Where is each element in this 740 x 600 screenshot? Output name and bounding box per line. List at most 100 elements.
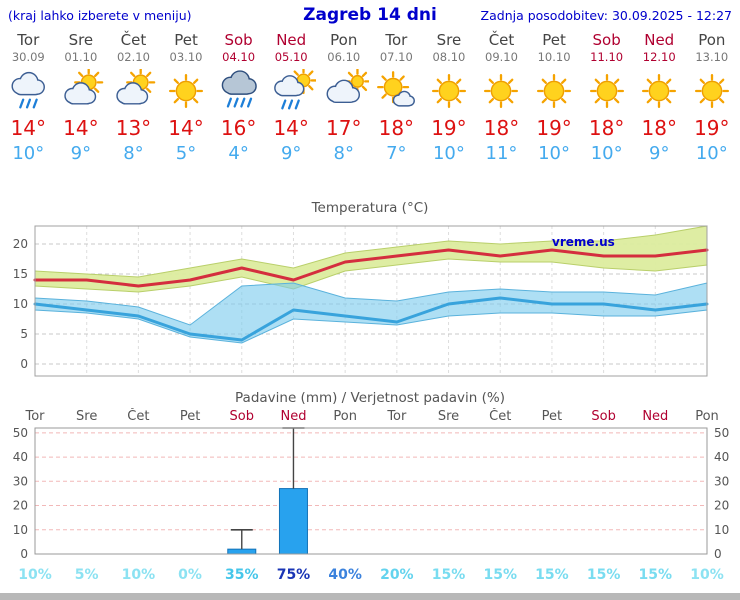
cloud-shape (16, 84, 41, 94)
precip-probability: 15% (639, 567, 673, 583)
precip-probability: 10% (122, 567, 156, 583)
day-name: Pet (542, 31, 566, 49)
page-title: Zagreb 14 dni (303, 5, 437, 25)
y-tick-label-left: 10 (13, 523, 28, 537)
menu-hint: (kraj lahko izberete v meniju) (8, 8, 192, 23)
sun-ray (666, 78, 672, 84)
precip-probability: 15% (432, 567, 466, 583)
min-temperature: 4° (228, 143, 249, 164)
day-column: Čet 02.10 13° 8° (107, 31, 160, 164)
plot-border (34, 427, 708, 555)
precip-probability: 75% (277, 567, 311, 583)
sun-ray (561, 78, 567, 84)
day-column: Sob 11.10 18° 10° (580, 31, 633, 164)
tmin-line (33, 296, 709, 342)
rain-drop (26, 98, 32, 109)
plot-border (34, 225, 708, 377)
precip-day-label: Ned (280, 409, 306, 424)
rain-drop (246, 97, 252, 108)
min-temperature: 10° (695, 143, 728, 164)
sun-ray (646, 78, 653, 84)
sun-ray (381, 75, 388, 81)
sunny-icon (694, 73, 729, 109)
y-tick-label: 10 (13, 297, 28, 311)
sun-ray (699, 78, 705, 84)
sun-rain-icon (274, 69, 317, 110)
min-temperature: 10° (432, 143, 465, 164)
precip-day-label: Sre (438, 409, 459, 424)
min-temperature: 8° (123, 143, 144, 164)
sun-ray (436, 98, 442, 104)
sun-ray (699, 98, 705, 104)
day-date: 03.10 (169, 50, 203, 64)
precip-probability: 15% (587, 567, 621, 583)
day-column: Ned 12.10 18° 9° (633, 31, 686, 164)
day-date: 09.10 (485, 50, 518, 64)
weather-icon (55, 67, 108, 115)
watermark: vreme.us (552, 235, 615, 249)
max-temperature: 19° (536, 116, 572, 140)
max-temperature: 13° (115, 116, 152, 140)
cloudy-icon (326, 69, 369, 104)
min-temperature: 5° (175, 143, 197, 164)
horizontal-scrollbar[interactable] (0, 593, 740, 600)
precip-day-label: Pet (542, 409, 562, 424)
sun-ray (508, 78, 514, 84)
sun-ray (613, 98, 620, 104)
max-temperature: 14° (168, 116, 204, 140)
sun-ray (541, 78, 548, 84)
rain-drop (226, 97, 232, 108)
min-temperature: 10° (590, 143, 623, 164)
precip-probability: 5% (75, 567, 99, 583)
day-column: Pet 03.10 14° 5° (160, 31, 213, 164)
min-temperature: 9° (649, 143, 670, 164)
weather-icon (580, 67, 633, 115)
day-name: Sob (592, 31, 621, 49)
sun-ray (293, 70, 300, 76)
forecast-days-row: Tor 30.09 14° 10° Sre 01.10 14° 9° Čet 02.10 13° 8°… (0, 25, 740, 164)
weather-icon (423, 67, 476, 115)
sunny-icon (168, 73, 204, 109)
weather-icon (2, 67, 55, 115)
day-column: Ned 05.10 14° 9° (265, 31, 318, 164)
header: (kraj lahko izberete v meniju) Zagreb 14… (0, 0, 740, 25)
partly-cloudy-icon (116, 69, 156, 105)
sun-ray (436, 78, 442, 84)
sun-ray (666, 98, 672, 104)
day-date: 05.10 (274, 50, 308, 64)
precip-probability: 0% (178, 567, 202, 583)
sun-core (596, 80, 617, 102)
y-tick-label-left: 40 (13, 450, 28, 464)
y-tick-label-right: 40 (714, 450, 729, 464)
precip-day-label: Tor (386, 409, 407, 424)
sun-ray (93, 87, 100, 94)
rain-drop (233, 97, 239, 108)
sun-core (491, 80, 512, 102)
day-date: 04.10 (222, 50, 256, 64)
day-date: 10.10 (537, 50, 571, 64)
sun-ray (93, 71, 100, 78)
cloud-shape (121, 93, 144, 104)
rain-drop (239, 97, 246, 108)
y-tick-label-right: 10 (714, 523, 729, 537)
weather-icon (160, 67, 213, 115)
cloud-shape (226, 83, 252, 94)
min-temperature: 8° (333, 143, 354, 164)
precip-chart-title: Padavine (mm) / Verjetnost padavin (%) (235, 390, 505, 406)
precip-probability: 15% (483, 567, 517, 583)
day-name: Ned (644, 31, 675, 49)
day-name: Čet (120, 31, 147, 49)
day-column: Sre 01.10 14° 9° (55, 31, 108, 164)
tmax-line (33, 248, 709, 288)
max-temperature: 18° (483, 116, 520, 140)
min-temperature: 10° (538, 143, 571, 164)
sun-ray (508, 98, 514, 104)
temp-chart-title: Temperatura (°C) (311, 200, 429, 216)
day-date: 12.10 (642, 50, 676, 64)
rain-drop (288, 99, 294, 110)
precip-probability: 20% (380, 567, 414, 583)
max-temperature: 19° (694, 116, 730, 140)
sun-core (438, 80, 460, 102)
weather-icon (633, 67, 686, 115)
sun-ray (455, 78, 462, 84)
